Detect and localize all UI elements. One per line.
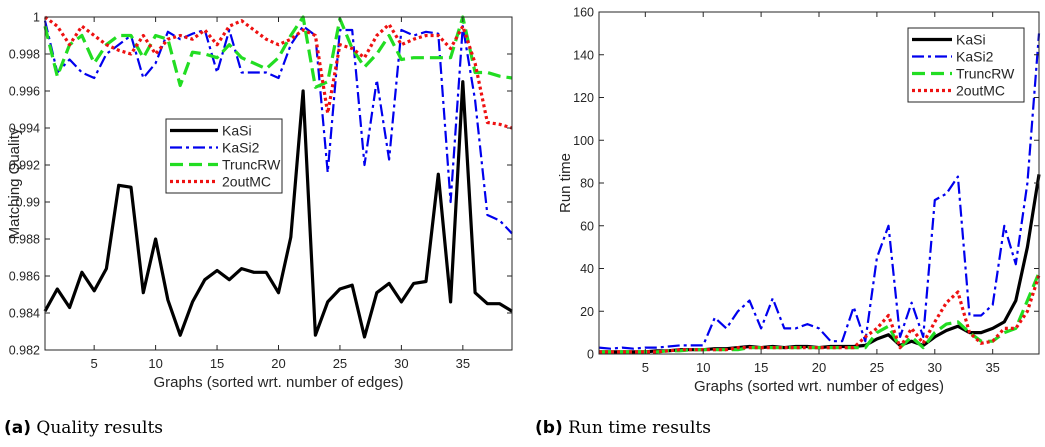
legend-label-2outmc: 2outMC: [956, 83, 1005, 99]
y-tick-label: 0.996: [9, 85, 40, 99]
quality-chart: 5 10 15 20 25 30 35 0.982 0.984 0.986 0.988 0.99 0.9…: [6, 11, 513, 391]
y-tick-label: 0.99: [16, 196, 40, 210]
y-tick-label: 0.992: [9, 159, 40, 173]
x-tick-label: 25: [870, 360, 884, 375]
legend-label-truncrw: TruncRW: [956, 66, 1015, 82]
x-axis-label: Graphs (sorted wrt. number of edges): [694, 378, 944, 395]
legend-label-kasi: KaSi: [222, 123, 252, 139]
legend-label-kasi2: KaSi2: [956, 49, 994, 65]
y-tick-label: 0.982: [9, 344, 40, 358]
series-line-2outmc: [599, 274, 1041, 354]
x-tick-label: 30: [394, 356, 408, 371]
y-tick-label: 0.988: [9, 233, 40, 247]
x-tick-label: 15: [754, 360, 768, 375]
caption-quality: (a) Quality results: [4, 418, 163, 438]
y-tick-label: 20: [580, 305, 594, 319]
x-tick-label: 10: [148, 356, 162, 371]
x-tick-label: 15: [210, 356, 224, 371]
x-tick-label: 35: [456, 356, 470, 371]
y-tick-label: 60: [580, 219, 594, 233]
x-tick-label: 35: [985, 360, 999, 375]
y-tick-label: 160: [573, 6, 594, 20]
y-tick-label: 0.986: [9, 270, 40, 284]
series-line-truncrw: [43, 15, 513, 89]
legend-label-kasi2: KaSi2: [222, 140, 260, 156]
series-line-kasi: [599, 174, 1041, 354]
caption-runtime-text: Run time results: [568, 418, 711, 438]
x-tick-label: 30: [928, 360, 942, 375]
x-tick-label: 20: [812, 360, 826, 375]
y-tick-label: 120: [573, 91, 594, 105]
legend-label-truncrw: TruncRW: [222, 157, 281, 173]
series-line-kasi: [43, 80, 513, 339]
runtime-chart: 5 10 15 20 25 30 35 0 20 40 60 80 100 120 140 160 Graphs…: [557, 6, 1041, 395]
series-line-kasi2: [598, 33, 1041, 350]
series-line-kasi2: [43, 20, 513, 235]
x-tick-label: 5: [642, 360, 649, 375]
y-tick-label: 0.994: [9, 122, 40, 136]
x-tick-label: 5: [91, 356, 98, 371]
x-tick-label: 25: [333, 356, 347, 371]
quality-chart-panel: 5 10 15 20 25 30 35 0.982 0.984 0.986 0.988 0.99 0.9…: [0, 0, 522, 447]
caption-quality-text: Quality results: [36, 418, 164, 438]
caption-runtime-tag: (b): [535, 418, 563, 438]
caption-quality-tag: (a): [4, 418, 32, 438]
y-tick-label: 80: [580, 177, 594, 191]
legend-label-2outmc: 2outMC: [222, 174, 271, 190]
y-tick-label: 0.998: [9, 48, 40, 62]
series-line-truncrw: [599, 272, 1041, 354]
runtime-chart-panel: 5 10 15 20 25 30 35 0 20 40 60 80 100 120 140 160 Graphs…: [522, 0, 1045, 447]
y-tick-label: 100: [573, 134, 594, 148]
y-axis-label: Run time: [557, 153, 574, 213]
x-tick-label: 10: [696, 360, 710, 375]
legend-label-kasi: KaSi: [956, 32, 986, 48]
series-line-2outmc: [44, 15, 513, 130]
y-tick-label: 0: [587, 348, 594, 362]
y-tick-label: 0.984: [9, 307, 40, 321]
x-tick-label: 20: [271, 356, 285, 371]
x-axis-label: Graphs (sorted wrt. number of edges): [153, 374, 403, 391]
y-tick-label: 140: [573, 48, 594, 62]
y-tick-label: 1: [33, 11, 40, 25]
y-tick-label: 40: [580, 262, 594, 276]
caption-runtime: (b) Run time results: [535, 418, 711, 438]
y-axis-label: Matching Quality: [6, 127, 23, 239]
